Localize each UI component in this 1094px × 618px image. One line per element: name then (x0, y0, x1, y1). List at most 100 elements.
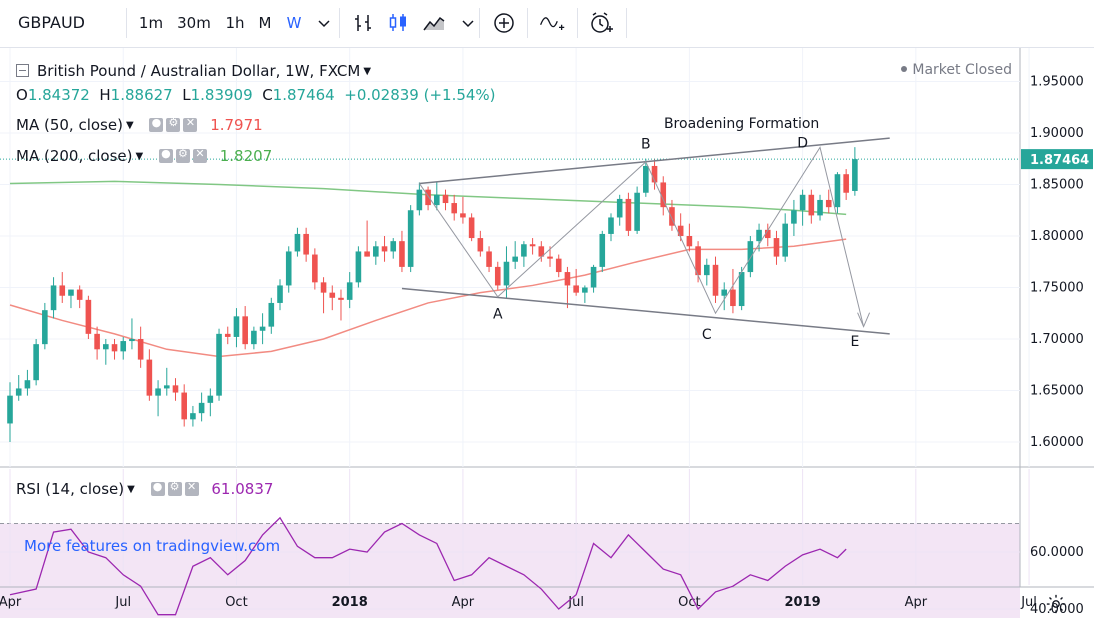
candle-body (564, 272, 571, 286)
alert-icon[interactable] (587, 9, 615, 37)
candle-body (233, 316, 240, 337)
candle-body (355, 251, 362, 283)
candle-body (686, 236, 693, 247)
candle-up (390, 238, 397, 259)
candle-down (825, 189, 832, 214)
candle-down (146, 349, 153, 401)
add-compare-icon[interactable] (490, 9, 518, 37)
symbol-search[interactable]: GBPAUD (18, 13, 85, 32)
interval-week[interactable]: W (286, 14, 302, 32)
close-icon[interactable]: ✕ (183, 116, 198, 132)
close-icon[interactable]: ✕ (184, 480, 199, 496)
top-toolbar: GBPAUD 1m 30m 1h M W (0, 0, 1094, 48)
ma50-legend: MA (50, close) ▼ ● ⚙ ✕ 1.7971 (16, 116, 263, 134)
market-status: Market Closed (901, 62, 1012, 78)
chevron-down-icon[interactable]: ▼ (125, 120, 134, 131)
candle-down (76, 285, 83, 309)
projection-arrowhead (857, 312, 871, 328)
eye-icon[interactable]: ● (149, 116, 164, 132)
candle-body (50, 285, 57, 311)
candle-down (468, 213, 475, 242)
candle-down (538, 241, 545, 262)
candle-body (512, 256, 518, 262)
candle-down (764, 223, 771, 247)
candle-body (773, 238, 780, 257)
candle-up (285, 246, 292, 293)
candle-up (582, 285, 588, 303)
candle-up (834, 172, 841, 214)
candle-down (85, 295, 92, 339)
last-price-label: 1.87464 (1030, 153, 1089, 168)
candle-down (338, 289, 344, 321)
candle-body (172, 385, 179, 393)
interval-30m[interactable]: 30m (177, 14, 211, 32)
candle-up (756, 223, 762, 252)
candle-up (198, 392, 205, 422)
gear-icon[interactable]: ⚙ (175, 147, 190, 163)
collapse-legend-icon[interactable] (16, 64, 29, 77)
candle-body (120, 341, 127, 352)
candle-down (425, 186, 431, 211)
chevron-down-icon[interactable] (454, 9, 476, 37)
candle-up (68, 289, 74, 309)
bar-style-icon[interactable] (349, 9, 377, 37)
chevron-down-icon[interactable]: ▼ (135, 151, 144, 162)
interval-1m[interactable]: 1m (138, 14, 164, 32)
price-axis-label: 1.90000 (1030, 126, 1084, 141)
candle-style-icon[interactable] (384, 9, 412, 37)
candle-body (764, 229, 771, 239)
eye-icon[interactable]: ● (158, 147, 173, 163)
chevron-down-icon[interactable]: ▼ (127, 484, 135, 495)
candle-body (782, 223, 788, 257)
candle-up (521, 241, 527, 267)
trend-line (419, 137, 890, 185)
candle-body (852, 159, 858, 191)
candle-body (346, 282, 353, 300)
interval-1h[interactable]: 1h (225, 14, 245, 32)
chart-area[interactable]: Apr Jul Oct 2018 Apr Jul Oct 2019 Apr Jul 1.95000 1… (0, 48, 1094, 618)
candle-down (381, 236, 388, 262)
promo-link[interactable]: More features on tradingview.com (24, 537, 281, 555)
open-label: O (16, 86, 28, 104)
high-value: 1.88627 (110, 86, 173, 104)
candle-up (738, 266, 745, 311)
area-style-icon[interactable] (420, 9, 448, 37)
candle-up (616, 194, 623, 226)
pattern-annotation: E (850, 334, 859, 350)
gear-icon[interactable]: ⚙ (167, 480, 182, 496)
chart-canvas[interactable]: Apr Jul Oct 2018 Apr Jul Oct 2019 Apr Jul 1.95000 1… (0, 48, 1094, 618)
gear-icon[interactable] (1045, 593, 1067, 615)
candle-body (33, 344, 39, 381)
ma50-value: 1.7971 (210, 116, 263, 134)
candle-up (599, 230, 606, 273)
rsi-line (9, 516, 847, 616)
candle-down (451, 194, 458, 221)
gear-icon[interactable]: ⚙ (166, 116, 181, 132)
chevron-down-icon[interactable]: ▼ (363, 66, 372, 77)
close-icon[interactable]: ✕ (192, 147, 207, 163)
candle-body (433, 194, 440, 206)
time-axis-label: Oct (678, 595, 700, 610)
candle-body (111, 344, 118, 352)
candle-up (277, 279, 283, 311)
candle-body (59, 285, 66, 296)
candle-body (103, 344, 109, 350)
candle-down (59, 272, 66, 303)
candle-body (599, 233, 606, 267)
price-axis-label: 1.70000 (1030, 332, 1084, 347)
interval-month[interactable]: M (258, 14, 272, 32)
symbol-title: British Pound / Australian Dollar, 1W, F… (37, 62, 361, 80)
candle-body (42, 310, 48, 345)
market-status-text: Market Closed (912, 62, 1012, 78)
pattern-annotation: B (641, 136, 651, 152)
candle-down (686, 223, 693, 252)
candle-body (207, 395, 214, 403)
chevron-down-icon[interactable] (310, 9, 336, 37)
eye-icon[interactable]: ● (150, 480, 165, 496)
candle-body (834, 174, 841, 208)
candle-up (416, 182, 423, 216)
indicators-icon[interactable] (538, 9, 570, 37)
candle-body (224, 333, 231, 337)
ma50-label: MA (50, close) (16, 116, 123, 134)
candle-body (163, 385, 170, 389)
